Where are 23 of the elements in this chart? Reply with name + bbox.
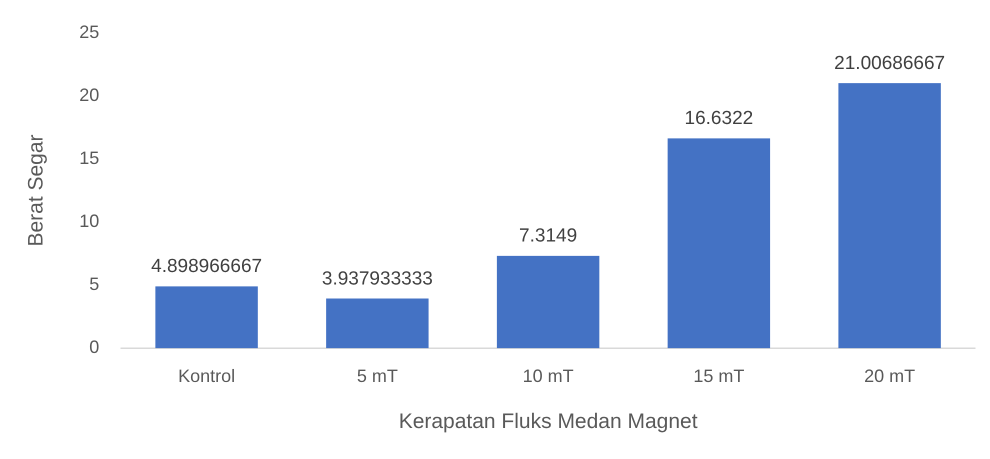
data-label: 4.898966667 <box>151 256 262 278</box>
y-tick-label: 5 <box>89 274 100 294</box>
data-label: 21.00686667 <box>834 52 946 74</box>
y-tick-label: 20 <box>79 84 100 105</box>
data-label: 16.6322 <box>684 108 754 130</box>
bar <box>155 286 258 348</box>
y-tick-label: 15 <box>79 148 100 168</box>
y-axis-title: Berat Segar <box>24 134 48 247</box>
data-label: 7.3149 <box>519 226 578 247</box>
bar <box>668 138 770 348</box>
bar <box>838 83 941 348</box>
x-tick-label: Kontrol <box>178 366 236 386</box>
x-tick-label: 10 mT <box>522 366 574 386</box>
y-tick-label: 0 <box>89 337 100 358</box>
y-tick-label: 25 <box>79 22 100 42</box>
x-axis-title: Kerapatan Fluks Medan Magnet <box>398 410 698 434</box>
data-label: 3.937933333 <box>322 268 433 290</box>
x-tick-label: 5 mT <box>356 366 398 386</box>
x-tick-label: 20 mT <box>864 366 916 386</box>
x-tick-label: 15 mT <box>693 366 744 386</box>
bar <box>496 256 600 348</box>
y-tick-label: 10 <box>79 211 100 232</box>
bar <box>326 298 429 348</box>
